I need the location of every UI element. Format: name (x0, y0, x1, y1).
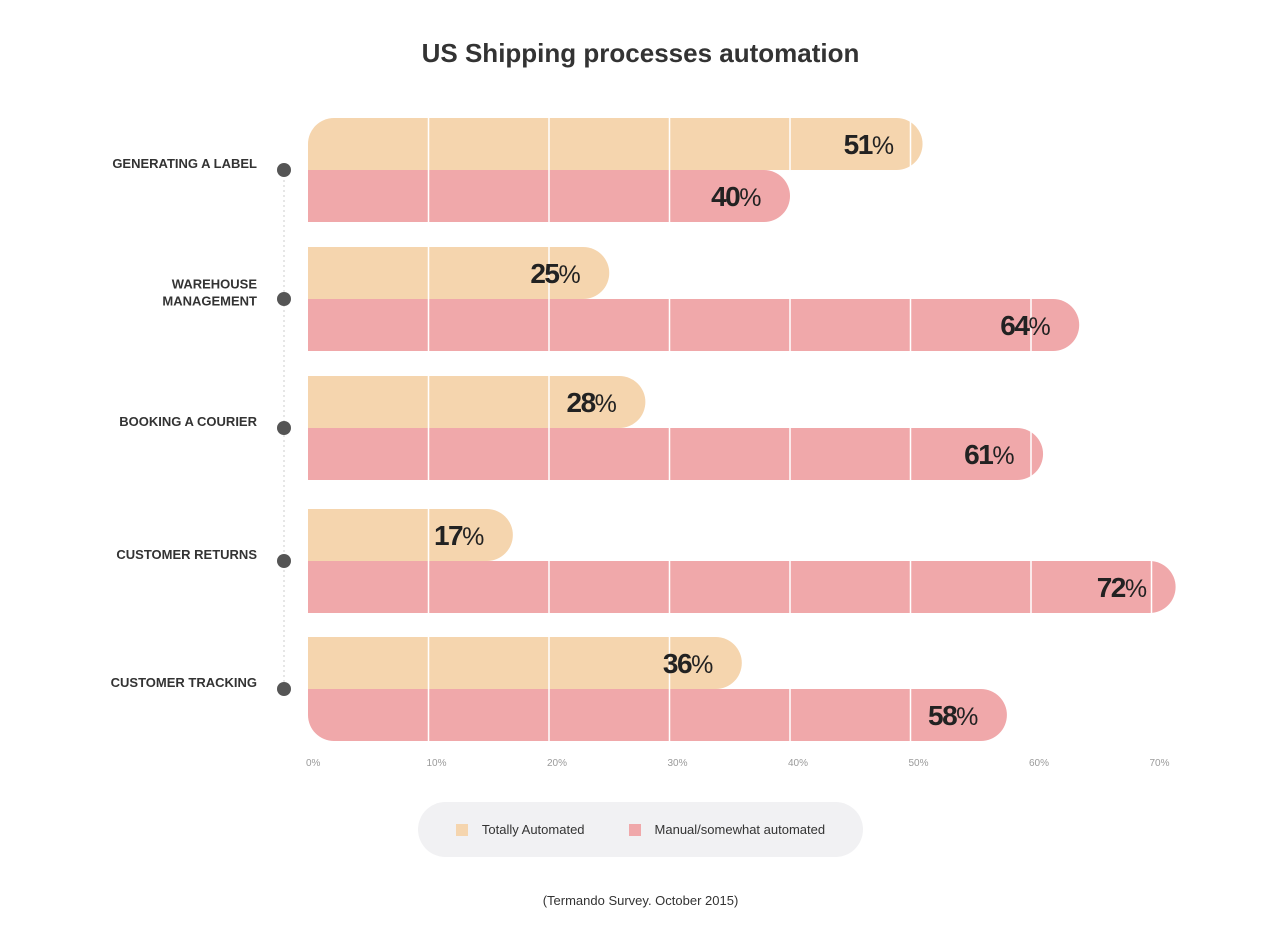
bar-customer-returns-totally-automated[interactable] (308, 509, 513, 561)
legend: Totally Automated Manual/somewhat automa… (418, 802, 863, 857)
value-label-warehouse-management-totally-automated: 25% (530, 258, 580, 289)
bar-customer-tracking-totally-automated[interactable] (308, 637, 742, 689)
gridlines (427, 118, 1153, 741)
value-labels: 51% 40% 25% 64% 28% 61% 17% 72% 36% 58% (434, 129, 1148, 731)
bar-warehouse-management-manual-somewhat-automated[interactable] (308, 299, 1080, 351)
category-label-warehouse-management: WAREHOUSE MANAGEMENT (162, 277, 257, 309)
category-dot-customer-returns (277, 554, 291, 568)
x-tick-label-40: 40% (788, 758, 808, 769)
x-tick-label-0: 0% (306, 758, 321, 769)
value-label-customer-tracking-manual-somewhat-automated: 58% (928, 700, 978, 731)
value-label-generating-a-label-totally-automated: 51% (844, 129, 894, 160)
legend-item-manual[interactable]: Manual/somewhat automated (628, 822, 826, 837)
legend-label-totally-automated: Totally Automated (481, 822, 585, 837)
source-note: (Termando Survey. October 2015) (542, 893, 739, 908)
x-tick-label-70: 70% (1150, 758, 1170, 769)
bar-warehouse-management-totally-automated[interactable] (308, 247, 610, 299)
x-axis-ticks: 0% 10% 20% 30% 40% 50% 60% 70% (306, 758, 1170, 769)
bar-generating-a-label-totally-automated[interactable] (308, 118, 923, 170)
category-dot-customer-tracking (277, 682, 291, 696)
value-label-booking-a-courier-totally-automated: 28% (567, 387, 617, 418)
bar-customer-returns-manual-somewhat-automated[interactable] (308, 561, 1176, 613)
category-label-customer-tracking: CUSTOMER TRACKING (111, 675, 257, 690)
category-axis: GENERATING A LABEL WAREHOUSE MANAGEMENT BOO… (111, 156, 291, 696)
category-label-booking-a-courier: BOOKING A COURIER (119, 414, 257, 429)
legend-label-manual: Manual/somewhat automated (654, 822, 826, 837)
bar-chart: 51% 40% 25% 64% 28% 61% 17% 72% 36% 58% GENERATIN… (111, 118, 1176, 769)
x-tick-label-20: 20% (547, 758, 567, 769)
chart-title: US Shipping processes automation (421, 38, 860, 68)
category-dot-generating-a-label (277, 163, 291, 177)
x-tick-label-10: 10% (427, 758, 447, 769)
x-tick-label-60: 60% (1029, 758, 1049, 769)
bar-customer-tracking-manual-somewhat-automated[interactable] (308, 689, 1007, 741)
value-label-warehouse-management-manual-somewhat-automated: 64% (1000, 310, 1050, 341)
legend-swatch-manual (628, 823, 641, 836)
legend-item-totally-automated[interactable]: Totally Automated (455, 822, 585, 837)
value-label-customer-tracking-totally-automated: 36% (663, 648, 713, 679)
x-tick-label-30: 30% (668, 758, 688, 769)
legend-swatch-totally-automated (455, 823, 468, 836)
category-label-customer-returns: CUSTOMER RETURNS (116, 547, 257, 562)
category-label-generating-a-label: GENERATING A LABEL (112, 156, 257, 171)
x-tick-label-50: 50% (909, 758, 929, 769)
value-label-customer-returns-totally-automated: 17% (434, 520, 484, 551)
bar-booking-a-courier-totally-automated[interactable] (308, 376, 646, 428)
category-dot-warehouse-management (277, 292, 291, 306)
bar-booking-a-courier-manual-somewhat-automated[interactable] (308, 428, 1044, 480)
category-dot-booking-a-courier (277, 421, 291, 435)
value-label-generating-a-label-manual-somewhat-automated: 40% (711, 181, 761, 212)
value-label-customer-returns-manual-somewhat-automated: 72% (1097, 572, 1147, 603)
value-label-booking-a-courier-manual-somewhat-automated: 61% (964, 439, 1014, 470)
